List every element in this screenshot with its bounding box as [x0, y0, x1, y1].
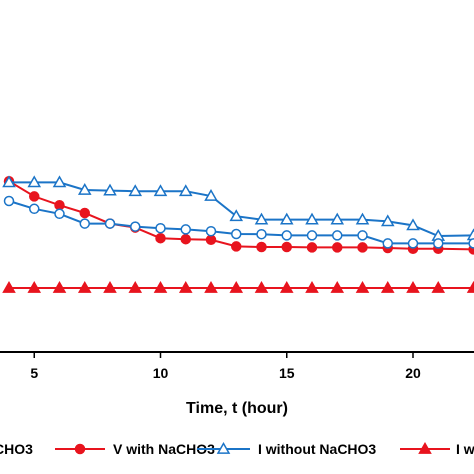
series-layer [2, 175, 474, 293]
x-axis-title: Time, t (hour) [186, 400, 288, 417]
data-point [52, 280, 67, 293]
data-point [279, 212, 294, 225]
data-point [180, 233, 191, 245]
data-point [355, 212, 370, 225]
data-point [306, 242, 318, 253]
data-point [254, 212, 269, 225]
data-point [332, 242, 343, 253]
data-point [355, 280, 370, 293]
series-1 [2, 175, 474, 241]
x-tick-label: 10 [153, 365, 169, 381]
series-line-2 [8, 200, 474, 245]
data-point [229, 280, 244, 293]
data-point [407, 238, 419, 249]
legend-marker [418, 441, 432, 454]
data-point [27, 280, 42, 293]
x-tick-label: 5 [30, 365, 38, 381]
data-point [433, 238, 444, 249]
data-point [231, 228, 242, 240]
legend-label: CHO3 [0, 441, 33, 457]
legend: CHO3 V with NaCHO3 I without NaCHO3 I with [0, 441, 474, 457]
series-line-1 [9, 181, 474, 238]
data-point [357, 242, 368, 253]
data-point [254, 280, 269, 293]
legend-item: V with NaCHO3 [55, 441, 215, 457]
data-point [332, 230, 343, 241]
data-point [406, 280, 420, 293]
data-point [3, 195, 15, 207]
data-point [256, 241, 267, 253]
data-point [305, 280, 319, 293]
data-point [54, 199, 65, 211]
data-point [330, 212, 345, 225]
data-point [180, 224, 191, 235]
series-3 [2, 280, 474, 293]
data-point [103, 280, 117, 293]
data-point [52, 175, 67, 188]
data-point [79, 207, 90, 219]
data-point [231, 241, 242, 252]
series-2 [3, 195, 474, 249]
data-point [2, 175, 16, 188]
data-point [178, 184, 193, 197]
legend-label: V with NaCHO3 [113, 441, 215, 457]
data-point [281, 230, 292, 241]
x-tick-label: 20 [405, 365, 421, 381]
data-point [229, 209, 244, 222]
data-point [153, 184, 168, 197]
data-point [204, 188, 218, 201]
data-point [178, 280, 193, 293]
data-point [104, 218, 116, 229]
data-point [27, 175, 42, 188]
data-point [77, 182, 92, 195]
legend-label: I without NaCHO3 [258, 441, 376, 457]
data-point [306, 230, 318, 241]
data-point [54, 208, 65, 220]
data-point [128, 184, 143, 197]
data-point [281, 241, 292, 253]
legend-marker [216, 441, 231, 454]
data-point [130, 221, 141, 232]
data-point [2, 280, 16, 293]
data-point [468, 238, 474, 249]
data-point [79, 218, 90, 229]
series-line-0 [8, 180, 474, 251]
data-point [256, 228, 267, 240]
data-point [205, 234, 217, 246]
data-point [29, 191, 40, 202]
x-ticks: 5 10 15 20 [30, 352, 421, 381]
legend-label: I with [456, 441, 474, 457]
data-point [380, 280, 395, 293]
x-tick-label: 15 [279, 365, 295, 381]
data-point [279, 280, 294, 293]
data-point [153, 280, 168, 293]
data-point [205, 225, 217, 237]
data-point [204, 280, 218, 293]
data-point [29, 203, 40, 215]
legend-marker [74, 443, 86, 455]
data-point [155, 232, 166, 244]
data-point [77, 280, 92, 293]
legend-item: I without NaCHO3 [197, 441, 376, 457]
legend-item: I with [400, 441, 474, 457]
data-point [406, 218, 420, 231]
data-point [103, 183, 117, 196]
data-point [305, 212, 319, 225]
data-point [382, 238, 393, 249]
data-point [380, 214, 395, 227]
data-point [330, 280, 345, 293]
data-point [155, 222, 166, 234]
data-point [357, 230, 368, 241]
data-point [431, 280, 446, 293]
data-point [128, 280, 143, 293]
